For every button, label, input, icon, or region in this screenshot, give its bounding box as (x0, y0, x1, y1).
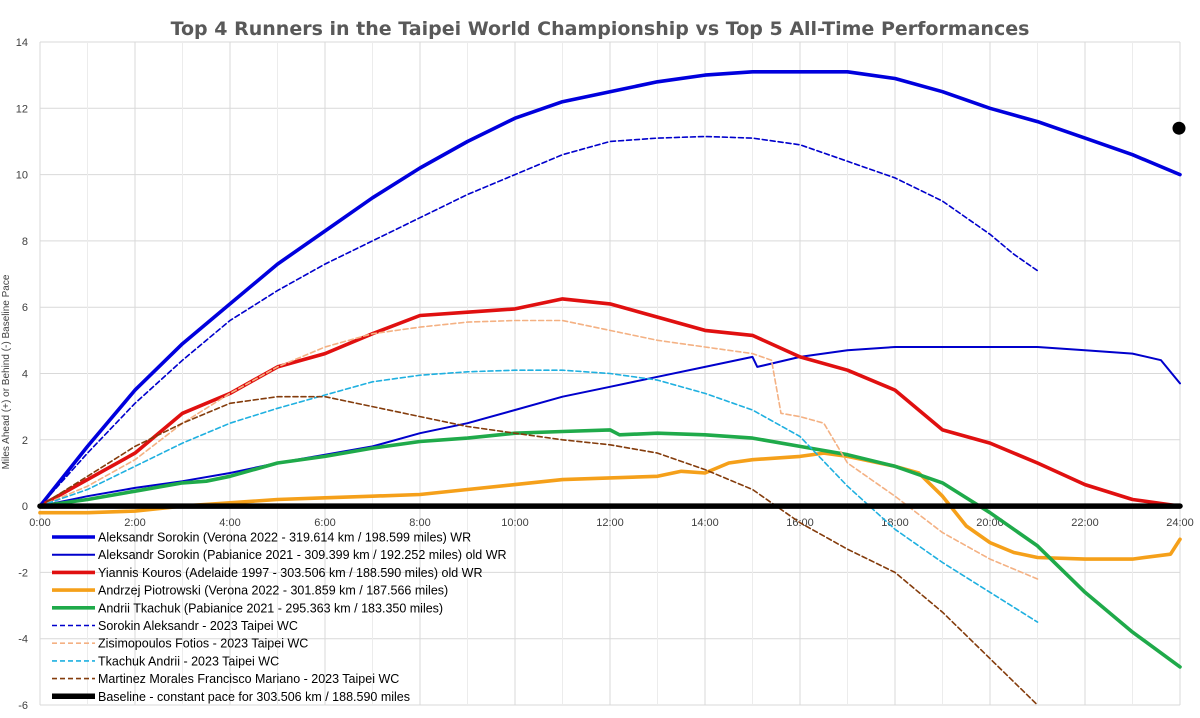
series-line-3 (38, 297, 1182, 508)
y-tick-label: 2 (22, 435, 28, 447)
x-tick-label: 22:00 (1071, 517, 1099, 529)
y-tick-label: -6 (18, 700, 28, 712)
x-tick-label: 4:00 (219, 517, 240, 529)
y-tick-label: 8 (22, 236, 28, 248)
markers (1172, 121, 1186, 135)
y-tick-label: 0 (22, 501, 28, 513)
series-line-1 (38, 70, 1182, 508)
y-tick-label: 12 (16, 103, 28, 115)
y-tick-label: 6 (22, 302, 28, 314)
y-tick-label: -2 (18, 567, 28, 579)
end-marker-point (1172, 121, 1186, 135)
chart-title: Top 4 Runners in the Taipei World Champi… (171, 18, 1030, 40)
legend-label-4: Andrzej Piotrowski (Verona 2022 - 301.85… (98, 584, 448, 598)
legend-label-3: Yiannis Kouros (Adelaide 1997 - 303.506 … (98, 566, 482, 580)
legend: Aleksandr Sorokin (Verona 2022 - 319.614… (52, 531, 507, 704)
legend-label-10: Baseline - constant pace for 303.506 km … (98, 690, 410, 704)
x-tick-label: 6:00 (314, 517, 335, 529)
x-tick-label: 2:00 (124, 517, 145, 529)
legend-label-8: Tkachuk Andrii - 2023 Taipei WC (98, 654, 279, 668)
series-line-2 (39, 346, 1181, 508)
series-lines (37, 70, 1183, 706)
y-tick-label: 4 (22, 369, 28, 381)
x-tick-label: 12:00 (596, 517, 624, 529)
y-tick-label: 10 (16, 170, 28, 182)
x-tick-label: 10:00 (501, 517, 529, 529)
legend-label-5: Andrii Tkachuk (Pabianice 2021 - 295.363… (98, 601, 443, 615)
x-axis-ticks: 0:00 2:00 4:00 6:00 8:00 10:00 12:00 14:00 16:00… (29, 517, 1193, 529)
x-tick-label: 0:00 (29, 517, 50, 529)
gridlines (39, 41, 1181, 706)
legend-label-7: Zisimopoulos Fotios - 2023 Taipei WC (98, 637, 308, 651)
series-line-7 (39, 319, 1039, 580)
series-line-5 (38, 428, 1182, 669)
y-axis-label: Miles Ahead (+) or Behind (-) Baseline P… (1, 274, 12, 469)
y-axis-ticks: -6 -4 -2 0 2 4 6 8 10 12 14 (16, 37, 28, 712)
series-line-9 (39, 395, 1039, 706)
series-line-6 (39, 135, 1039, 507)
x-tick-label: 20:00 (976, 517, 1004, 529)
x-tick-label: 8:00 (409, 517, 430, 529)
legend-label-9: Martinez Morales Francisco Mariano - 202… (98, 672, 399, 686)
y-tick-label: 14 (16, 37, 28, 49)
legend-label-2: Aleksandr Sorokin (Pabianice 2021 - 309.… (98, 548, 507, 562)
y-tick-label: -4 (18, 634, 28, 646)
x-tick-label: 24:00 (1166, 517, 1194, 529)
x-tick-label: 14:00 (691, 517, 719, 529)
legend-label-1: Aleksandr Sorokin (Verona 2022 - 319.614… (98, 531, 471, 545)
series-line-4 (38, 451, 1182, 561)
x-tick-label: 18:00 (881, 517, 909, 529)
legend-label-6: Sorokin Aleksandr - 2023 Taipei WC (98, 619, 298, 633)
